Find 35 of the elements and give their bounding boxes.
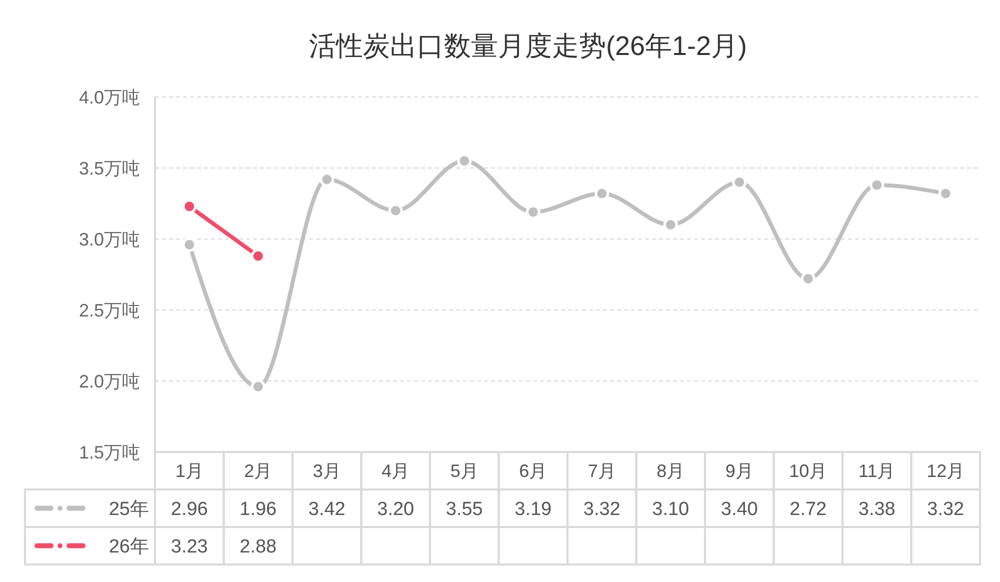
data-label: 3.40 — [720, 498, 758, 520]
x-tick-label: 3月 — [312, 461, 341, 482]
data-label: 2.96 — [170, 498, 208, 520]
legend-label: 26年 — [108, 536, 149, 558]
y-tick-label: 2.0万吨 — [78, 371, 140, 392]
y-tick-label: 3.0万吨 — [78, 229, 140, 250]
y-tick-label: 4.0万吨 — [78, 87, 140, 108]
x-tick-label: 5月 — [450, 461, 478, 482]
y-tick-label: 2.5万吨 — [78, 300, 140, 320]
data-label: 2.88 — [240, 536, 277, 558]
x-tick-label: 11月 — [858, 461, 896, 482]
x-tick-label: 9月 — [725, 461, 754, 482]
x-tick-label: 7月 — [588, 461, 616, 482]
data-label: 3.55 — [446, 498, 483, 520]
data-label: 3.23 — [170, 536, 208, 558]
data-label: 3.19 — [514, 498, 552, 520]
data-label: 3.32 — [583, 498, 620, 520]
legend-label: 25年 — [108, 498, 149, 520]
data-label: 3.32 — [927, 498, 964, 520]
x-tick-label: 6月 — [519, 461, 548, 482]
data-label: 1.96 — [240, 498, 277, 520]
data-label: 3.20 — [377, 498, 414, 520]
y-tick-label: 1.5万吨 — [78, 442, 140, 462]
x-tick-label: 12月 — [926, 461, 965, 482]
x-tick-label: 4月 — [382, 461, 410, 482]
x-tick-label: 1月 — [175, 461, 204, 482]
data-label: 3.10 — [652, 498, 690, 520]
chart-title: 活性炭出口数量月度走势(26年1-2月) — [308, 31, 748, 61]
x-tick-label: 10月 — [789, 461, 828, 482]
data-label: 3.38 — [858, 498, 896, 520]
data-label: 2.72 — [790, 498, 827, 520]
data-label: 3.42 — [308, 498, 346, 520]
x-tick-label: 8月 — [656, 461, 685, 482]
x-tick-label: 2月 — [244, 461, 272, 482]
y-tick-label: 3.5万吨 — [78, 158, 140, 178]
